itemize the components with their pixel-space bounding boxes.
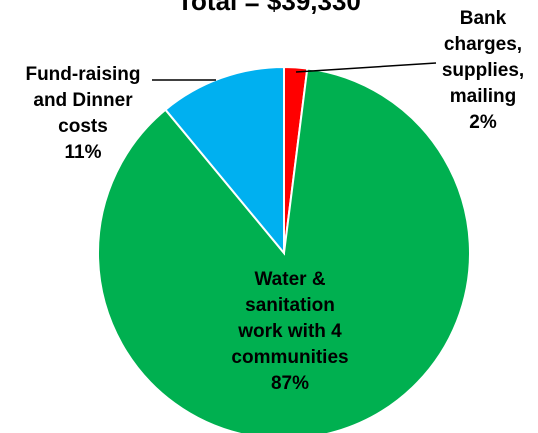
label-line: work with 4 bbox=[238, 321, 342, 342]
data-label-percent: 11% bbox=[64, 142, 102, 163]
label-line: Water & bbox=[254, 269, 326, 290]
leader-line-bank-charges bbox=[295, 62, 437, 73]
label-line: costs bbox=[58, 116, 108, 137]
chart-title: Total = $39,330 bbox=[177, 0, 361, 16]
label-line: and Dinner bbox=[33, 90, 133, 111]
pie-slice-fund-raising bbox=[164, 65, 285, 256]
label-line: Fund-raising bbox=[25, 64, 141, 85]
label-line: Bank bbox=[459, 8, 507, 29]
label-line: mailing bbox=[449, 86, 517, 107]
data-label-percent: 2% bbox=[469, 112, 497, 133]
data-label-percent: 87% bbox=[270, 373, 310, 394]
label-line: charges, bbox=[443, 34, 523, 55]
slice-label-bank-charges: Bank charges, supplies, mailing 2% bbox=[428, 6, 538, 136]
label-line: supplies, bbox=[441, 60, 525, 81]
pie-slice-water-sanitation bbox=[97, 67, 471, 433]
label-line: sanitation bbox=[245, 295, 335, 316]
slice-label-fund-raising: Fund-raising and Dinner costs 11% bbox=[8, 62, 158, 166]
slice-label-water-sanitation: Water & sanitation work with 4 communiti… bbox=[210, 267, 370, 397]
label-line: communities bbox=[231, 347, 349, 368]
